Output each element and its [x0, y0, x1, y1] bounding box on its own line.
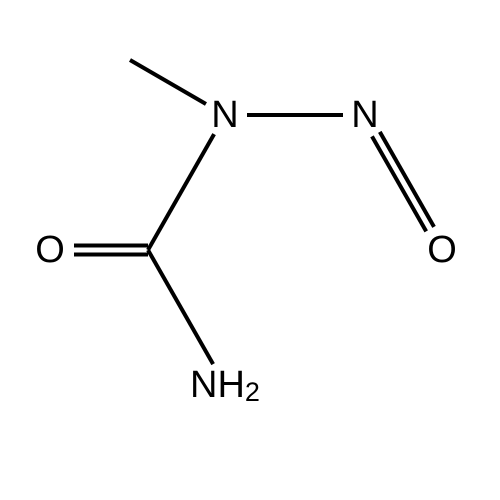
atom-label: O	[427, 229, 457, 271]
atoms-layer: N N O O NH2	[35, 94, 457, 407]
atom-label: NH2	[190, 364, 260, 407]
bond	[148, 250, 213, 364]
atom-label: N	[211, 94, 238, 136]
atom-label: O	[35, 229, 65, 271]
atom-label: N	[351, 94, 378, 136]
bond	[148, 134, 214, 250]
bond	[130, 60, 206, 104]
molecule-diagram: N N O O NH2	[0, 0, 500, 500]
bonds-layer	[74, 60, 434, 364]
bond	[380, 132, 434, 227]
bond	[372, 136, 426, 231]
